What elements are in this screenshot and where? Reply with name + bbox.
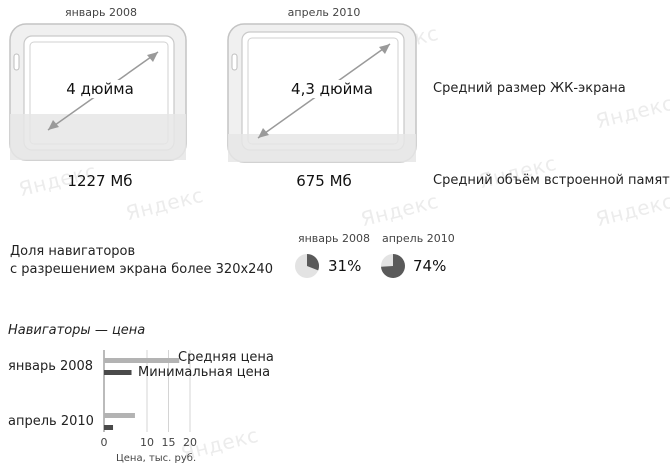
share-2-value: 74%	[413, 257, 447, 275]
device-1-arrowhead-top	[147, 52, 158, 62]
legend-min-price: Минимальная цена	[138, 365, 271, 380]
device-1-memory: 1227 Мб	[67, 172, 133, 190]
device-2-screen-size: 4,3 дюйма	[278, 80, 386, 98]
watermark: Яндекс	[593, 188, 670, 232]
device-2-size-shade	[228, 134, 416, 162]
device-2-arrowhead-bottom	[258, 128, 269, 138]
watermark: Яндекс	[593, 90, 670, 134]
min-price-bar	[104, 425, 114, 430]
share-2-pie-slice	[381, 254, 405, 278]
device-2-memory: 675 Мб	[296, 172, 352, 190]
x-tick-label: 0	[101, 436, 108, 449]
watermark: Яндекс	[358, 188, 441, 232]
legend-avg-price: Средняя цена	[178, 350, 274, 365]
memory-label: Средний объём встроенной памяти	[433, 173, 670, 188]
share-2-pie	[381, 254, 405, 278]
price-category-1: январь 2008	[8, 359, 94, 374]
screen-size-label: Средний размер ЖК-экрана	[433, 81, 626, 96]
x-tick-label: 10	[140, 436, 154, 449]
device-1-screen-size: 4 дюйма	[54, 80, 146, 98]
share-label-line1: Доля навигаторов	[10, 244, 136, 259]
price-chart-title: Навигаторы — цена	[8, 323, 146, 338]
avg-price-bar	[104, 413, 135, 418]
device-1-arrowhead-bottom	[48, 120, 59, 130]
device-2-period: апрель 2010	[287, 6, 361, 19]
x-tick-label: 15	[162, 436, 176, 449]
price-chart: 0 10 15 20	[101, 350, 197, 449]
share-1-pie-slice	[307, 254, 320, 271]
share-1-pie	[295, 254, 320, 278]
share-label: Доля навигаторов с разрешением экрана бо…	[10, 243, 273, 279]
device-1-size-shade	[10, 114, 186, 160]
price-category-2: апрель 2010	[8, 414, 94, 429]
device-1-period: январь 2008	[65, 6, 137, 19]
share-1-period: январь 2008	[298, 232, 370, 245]
price-x-axis-label: Цена, тыс. руб.	[116, 453, 197, 464]
device-1-button	[13, 53, 20, 71]
device-2-button	[231, 53, 238, 71]
min-price-bar	[104, 370, 132, 375]
share-label-line2: с разрешением экрана более 320x240	[10, 262, 273, 277]
share-1-value: 31%	[328, 257, 362, 275]
share-2-period: апрель 2010	[382, 232, 455, 245]
device-2-arrowhead-top	[379, 44, 390, 54]
x-tick-label: 20	[183, 436, 197, 449]
avg-price-bar	[104, 358, 180, 363]
